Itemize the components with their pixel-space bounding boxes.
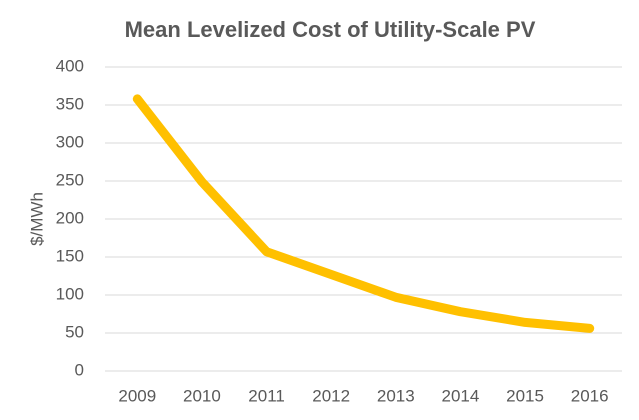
y-tick-label: 150 bbox=[56, 246, 84, 265]
chart-title: Mean Levelized Cost of Utility-Scale PV bbox=[125, 17, 536, 42]
x-tick-label: 2015 bbox=[506, 386, 544, 405]
y-tick-label: 100 bbox=[56, 284, 84, 303]
x-tick-label: 2013 bbox=[377, 386, 415, 405]
y-tick-label: 350 bbox=[56, 94, 84, 113]
x-tick-label: 2009 bbox=[118, 386, 156, 405]
x-tick-label: 2016 bbox=[571, 386, 609, 405]
data-line bbox=[132, 94, 595, 333]
x-tick-label: 2011 bbox=[248, 386, 285, 405]
y-tick-label: 400 bbox=[56, 56, 84, 75]
y-tick-label: 0 bbox=[75, 360, 84, 379]
x-tick-label: 2014 bbox=[442, 386, 480, 405]
x-tick-label: 2012 bbox=[312, 386, 350, 405]
y-tick-label: 300 bbox=[56, 132, 84, 151]
y-axis-label: $/MWh bbox=[27, 192, 46, 246]
y-tick-label: 200 bbox=[56, 208, 84, 227]
x-tick-label: 2010 bbox=[183, 386, 221, 405]
y-tick-label: 50 bbox=[65, 322, 84, 341]
y-tick-label: 250 bbox=[56, 170, 84, 189]
